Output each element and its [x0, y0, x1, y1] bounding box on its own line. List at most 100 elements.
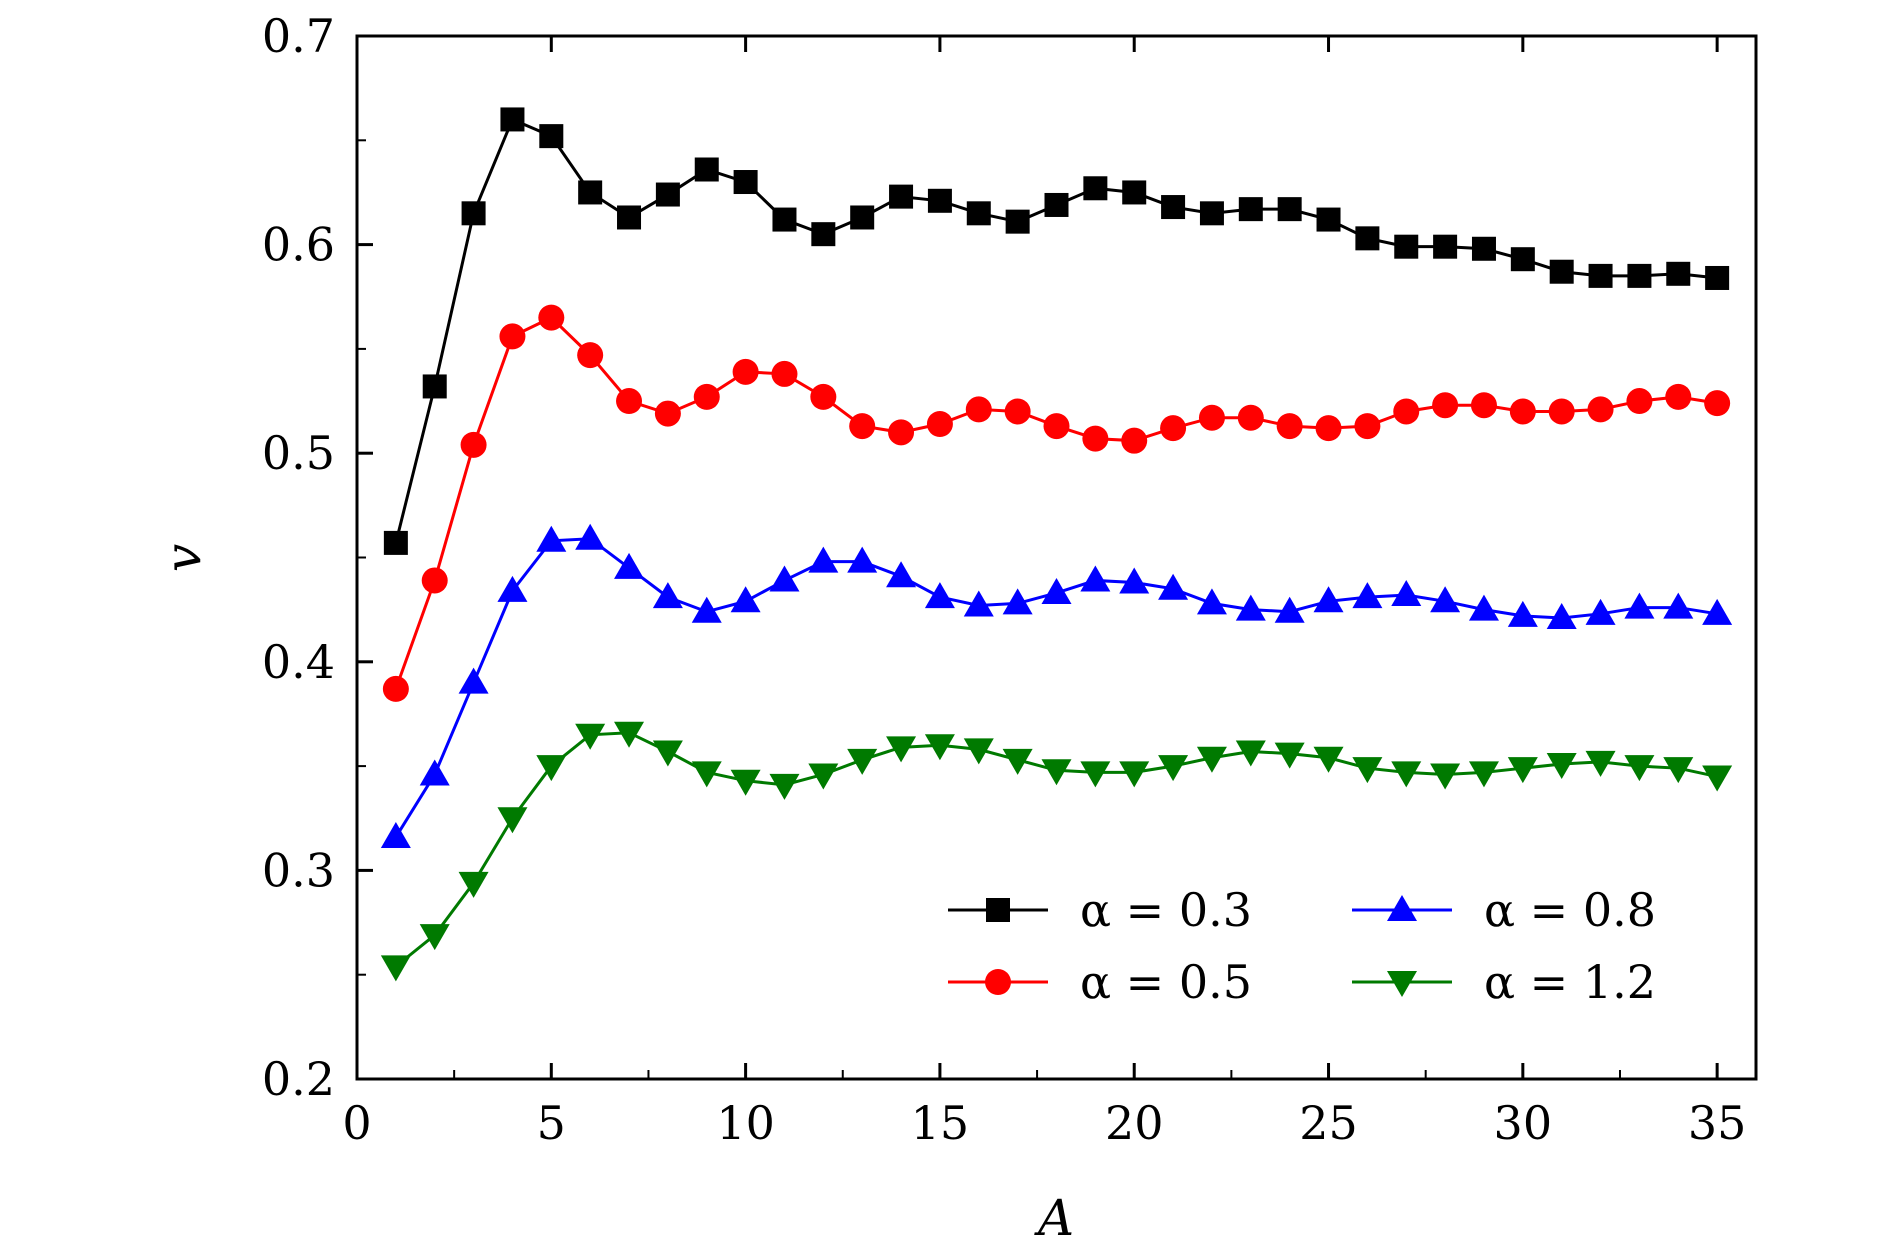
data-point-triangle-down: [497, 807, 528, 834]
data-point-circle: [1121, 427, 1148, 454]
data-point-square: [1044, 192, 1069, 217]
data-point-circle: [1704, 390, 1731, 417]
data-point-triangle-up: [691, 596, 722, 623]
data-point-square: [1122, 180, 1147, 205]
data-point-square: [1005, 209, 1030, 234]
data-point-triangle-down: [1702, 765, 1733, 792]
data-point-triangle-down: [847, 748, 878, 775]
data-point-square: [1471, 236, 1496, 261]
data-point-square: [850, 205, 875, 230]
data-point-square: [655, 182, 680, 207]
data-point-square: [1549, 259, 1574, 284]
data-point-square: [1161, 195, 1186, 220]
data-point-circle: [771, 360, 798, 387]
data-point-triangle-up: [1663, 592, 1694, 619]
data-point-circle: [1276, 413, 1303, 440]
series-square: [383, 107, 1730, 555]
data-point-circle: [654, 400, 681, 427]
data-point-square: [1705, 265, 1730, 290]
data-point-square: [1394, 234, 1419, 259]
data-point-triangle-down: [886, 736, 917, 763]
data-point-square: [927, 188, 952, 213]
x-tick-label: 10: [716, 1096, 775, 1150]
data-point-circle: [382, 675, 409, 702]
data-point-triangle-up: [1624, 592, 1655, 619]
data-point-square: [733, 170, 758, 195]
data-point-triangle-down: [614, 721, 645, 748]
data-point-triangle-down: [1546, 753, 1577, 780]
legend-item-alpha-0.3: α = 0.3: [948, 883, 1252, 937]
data-point-square: [1199, 201, 1224, 226]
data-point-triangle-down: [1274, 742, 1305, 769]
data-point-square: [500, 107, 525, 132]
data-point-circle: [965, 396, 992, 423]
data-point-triangle-down: [1663, 757, 1694, 784]
y-tick-label: 0.6: [262, 218, 335, 272]
data-point-circle: [538, 304, 565, 331]
data-point-triangle-up: [1235, 594, 1266, 621]
data-point-circle: [1354, 413, 1381, 440]
x-tick-label: 20: [1105, 1096, 1164, 1150]
data-point-circle: [1004, 398, 1031, 425]
data-point-circle: [810, 383, 837, 410]
data-point-triangle-up: [458, 667, 489, 694]
data-point-triangle-down: [691, 761, 722, 788]
data-point-triangle-down: [652, 740, 683, 767]
data-point-triangle-up: [536, 525, 567, 552]
data-point-square: [1316, 207, 1341, 232]
legend-label-alpha-0.3: α = 0.3: [1080, 883, 1252, 937]
series-triangle-down: [380, 721, 1733, 982]
data-point-triangle-down: [1002, 748, 1033, 775]
data-point-square: [772, 207, 797, 232]
data-point-triangle-down: [1119, 761, 1150, 788]
data-point-circle: [1470, 392, 1497, 419]
data-point-circle: [460, 431, 487, 458]
series-triangle-up: [380, 523, 1733, 849]
data-point-triangle-down: [1391, 761, 1422, 788]
legend-item-alpha-1.2: α = 1.2: [1352, 955, 1656, 1009]
data-point-triangle-up: [1158, 573, 1189, 600]
data-point-triangle-down: [730, 769, 761, 796]
data-point-triangle-down: [1352, 757, 1383, 784]
data-point-triangle-up: [886, 561, 917, 588]
data-point-triangle-up: [1702, 598, 1733, 625]
data-point-triangle-down: [963, 738, 994, 765]
data-point-triangle-up: [730, 586, 761, 613]
data-point-circle: [849, 413, 876, 440]
data-point-triangle-up: [1196, 588, 1227, 615]
legend-label-alpha-0.8: α = 0.8: [1484, 883, 1656, 937]
data-point-square: [811, 222, 836, 247]
data-point-square: [1433, 234, 1458, 259]
data-point-square: [889, 184, 914, 209]
data-point-triangle-up: [1080, 565, 1111, 592]
data-point-triangle-up: [575, 523, 606, 550]
data-point-triangle-down: [458, 871, 489, 898]
y-tick-label: 0.5: [262, 426, 335, 480]
data-point-circle: [1587, 396, 1614, 423]
data-point-triangle-up: [1119, 567, 1150, 594]
data-point-circle: [1237, 404, 1264, 431]
data-point-triangle-up: [1041, 577, 1072, 604]
data-point-square: [694, 157, 719, 182]
x-tick-label: 5: [537, 1096, 566, 1150]
x-axis-label: A: [1034, 1189, 1074, 1247]
data-point-circle: [577, 342, 604, 369]
data-point-triangle-down: [1313, 746, 1344, 773]
data-point-square: [1355, 226, 1380, 251]
series-circle: [382, 304, 1731, 702]
data-point-square: [1627, 263, 1652, 288]
legend: α = 0.3 α = 0.5 α = 0.8 α = 1.2: [948, 883, 1656, 1009]
legend-item-alpha-0.5: α = 0.5: [948, 955, 1252, 1009]
data-point-triangle-down: [1158, 755, 1189, 782]
y-axis-label: v: [154, 544, 212, 572]
data-point-triangle-up: [1313, 586, 1344, 613]
data-point-triangle-up: [1391, 580, 1422, 607]
data-point-circle: [421, 567, 448, 594]
data-point-circle: [1160, 415, 1187, 442]
data-point-triangle-down: [808, 763, 839, 790]
data-point-square: [1083, 176, 1108, 201]
data-point-triangle-up: [614, 552, 645, 579]
x-tick-label: 30: [1494, 1096, 1553, 1150]
data-point-triangle-up: [963, 590, 994, 617]
